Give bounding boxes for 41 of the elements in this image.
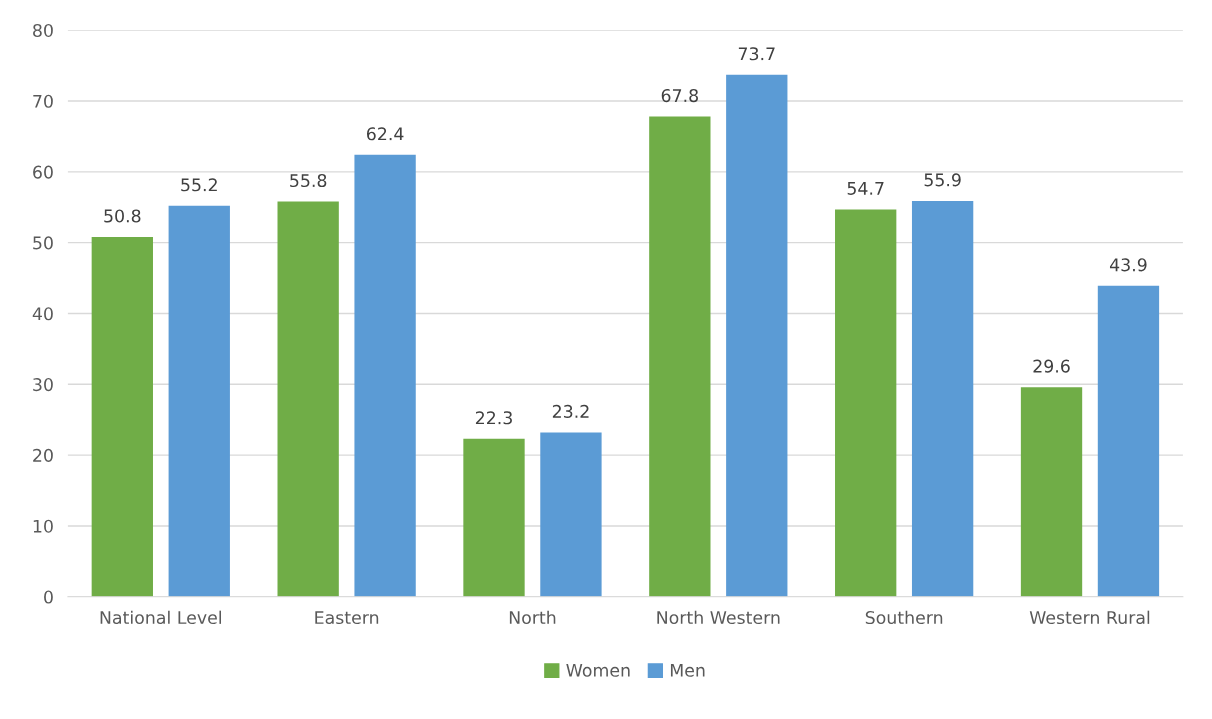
y-tick-label: 20: [33, 448, 53, 462]
data-label: 55.2: [181, 178, 217, 192]
data-label: 55.9: [924, 173, 961, 187]
bar: [649, 116, 711, 597]
bar: [168, 205, 230, 597]
x-tick-label: National Level: [100, 610, 222, 625]
x-tick-label: North: [509, 610, 556, 625]
y-tick-label: 50: [33, 236, 53, 250]
data-label: 54.7: [847, 182, 884, 195]
legend-label: Women: [566, 663, 630, 677]
data-label: 62.4: [366, 127, 404, 141]
legend-label: Men: [670, 663, 705, 677]
bar: [911, 200, 974, 597]
y-tick-label: 60: [33, 165, 53, 179]
bar: [1020, 387, 1083, 597]
bar: [835, 209, 897, 597]
y-tick-label: 80: [33, 23, 53, 38]
data-label: 67.8: [661, 88, 698, 103]
x-tick-label: North Western: [657, 610, 780, 625]
x-tick-label: Southern: [865, 610, 943, 625]
y-tick-label: 40: [32, 307, 53, 321]
bar: [354, 154, 416, 597]
data-label: 73.7: [738, 47, 775, 61]
data-label: 55.8: [290, 173, 327, 188]
y-tick-label: 10: [33, 519, 53, 533]
bar: [1097, 285, 1160, 597]
bar: [91, 237, 153, 597]
bar: [463, 438, 525, 597]
bar: [277, 201, 339, 597]
data-label: 29.6: [1033, 359, 1070, 373]
bar: [540, 432, 602, 597]
data-label: 23.2: [552, 404, 589, 418]
data-label: 22.3: [475, 411, 512, 425]
data-label: 50.8: [104, 209, 141, 223]
data-label: 43.9: [1109, 258, 1147, 272]
y-tick-label: 0: [44, 590, 53, 604]
x-tick-label: Eastern: [315, 611, 379, 625]
x-tick-label: Western Rural: [1029, 610, 1150, 625]
y-tick-label: 30: [33, 378, 53, 392]
y-tick-label: 70: [33, 94, 53, 108]
bar: [726, 74, 788, 597]
